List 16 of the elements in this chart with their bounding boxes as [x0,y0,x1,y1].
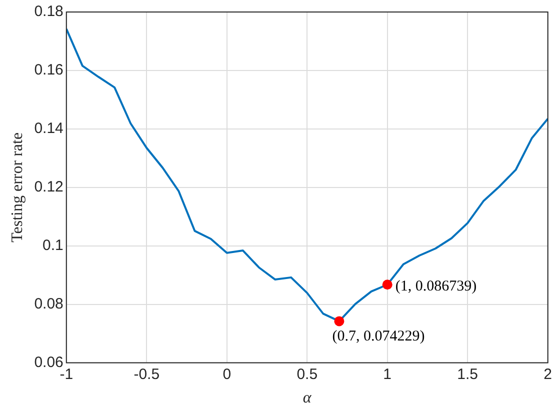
annotation: (0.7, 0.074229) [332,328,425,345]
y-tick-label: 0.12 [34,178,64,196]
y-tick-label: 0.18 [34,3,64,20]
y-tick-label: 0.1 [42,237,64,254]
x-tick-label: 0.5 [296,366,318,383]
x-tick-label: 0 [222,366,232,383]
x-tick-label: 1 [383,366,392,383]
y-tick-label: 0.08 [34,295,64,312]
annotation: (1, 0.086739) [395,278,477,295]
y-tick-label: 0.16 [34,62,64,79]
x-tick-label: 1.5 [457,366,478,383]
x-tick-label: -0.5 [134,366,160,383]
x-tick-label: 2 [544,366,552,383]
x-axis-title: α [302,390,312,407]
y-axis-title: Testing error rate [8,132,26,242]
y-tick-label: 0.14 [34,120,64,138]
